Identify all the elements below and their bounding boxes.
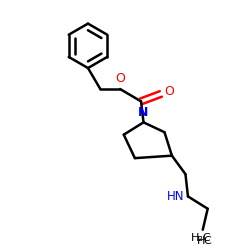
- Text: C: C: [203, 236, 211, 246]
- Text: O: O: [115, 72, 125, 85]
- Text: HN: HN: [167, 190, 184, 203]
- Text: O: O: [164, 85, 174, 98]
- Text: N: N: [138, 106, 149, 119]
- Text: H: H: [197, 236, 206, 246]
- Text: H₂C: H₂C: [191, 234, 212, 243]
